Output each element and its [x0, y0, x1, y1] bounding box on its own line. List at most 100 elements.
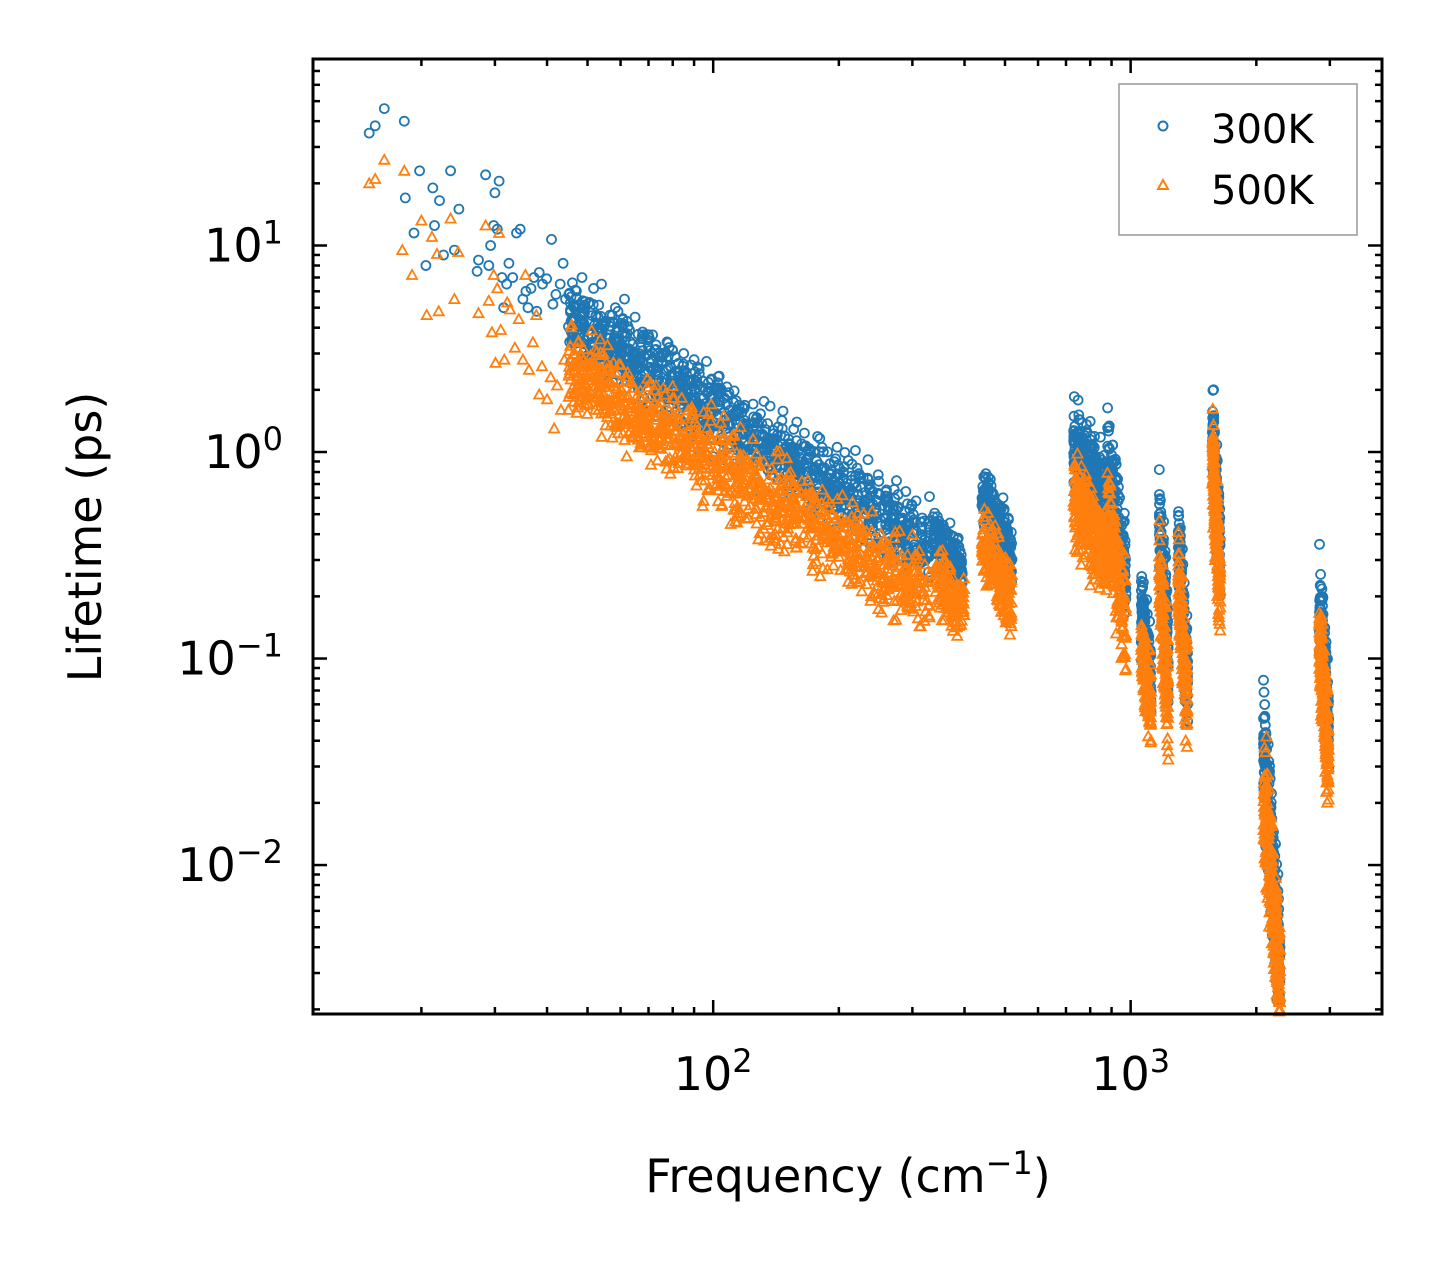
point-500K — [918, 580, 932, 592]
point-500K — [992, 597, 1006, 610]
point-500K — [585, 357, 599, 370]
point-500K — [750, 516, 764, 529]
point-300K — [924, 491, 935, 503]
point-300K — [908, 525, 920, 537]
point-300K — [678, 348, 690, 359]
point-300K — [880, 513, 892, 524]
point-500K — [805, 563, 820, 576]
point-500K — [1083, 578, 1097, 591]
point-300K — [799, 427, 810, 439]
point-300K — [891, 475, 902, 487]
point-500K — [646, 405, 660, 418]
point-300K — [1258, 674, 1269, 686]
point-500K — [891, 576, 905, 589]
point-500K — [516, 352, 530, 365]
point-300K — [892, 489, 904, 500]
point-300K — [1137, 609, 1149, 621]
point-300K — [648, 363, 660, 375]
point-300K — [713, 370, 725, 382]
point-300K — [522, 302, 534, 314]
point-300K — [803, 445, 815, 457]
point-300K — [453, 203, 465, 215]
point-500K — [485, 325, 499, 338]
point-500K — [886, 558, 900, 570]
point-300K — [692, 361, 703, 373]
point-300K — [1072, 394, 1084, 406]
point-500K — [588, 402, 602, 415]
point-500K — [563, 363, 577, 376]
point-500K — [631, 406, 645, 419]
point-500K — [946, 570, 960, 582]
point-500K — [786, 506, 801, 519]
point-500K — [532, 387, 546, 400]
point-500K — [667, 391, 681, 404]
point-500K — [796, 504, 811, 517]
point-500K — [900, 571, 914, 584]
point-500K — [574, 376, 588, 389]
point-500K — [733, 447, 747, 460]
point-300K — [1000, 523, 1011, 535]
point-300K — [880, 519, 892, 531]
point-300K — [485, 240, 497, 251]
point-500K — [609, 382, 623, 394]
point-500K — [807, 507, 821, 520]
point-500K — [730, 484, 744, 497]
point-500K — [578, 396, 592, 409]
point-300K — [576, 272, 588, 283]
point-300K — [834, 463, 846, 475]
point-500K — [1083, 518, 1097, 531]
point-500K — [1003, 627, 1017, 640]
point-500K — [835, 488, 849, 501]
point-500K — [979, 562, 993, 575]
point-500K — [744, 476, 759, 489]
point-500K — [1091, 528, 1105, 541]
point-300K — [1003, 514, 1014, 525]
point-500K — [565, 317, 579, 330]
point-300K — [617, 314, 629, 326]
point-500K — [660, 432, 674, 445]
point-500K — [701, 481, 716, 493]
point-500K — [874, 527, 888, 539]
point-300K — [632, 328, 644, 340]
point-500K — [780, 516, 794, 529]
point-300K — [571, 285, 582, 297]
point-300K — [733, 399, 745, 411]
point-500K — [563, 386, 577, 398]
point-300K — [634, 356, 646, 368]
point-500K — [814, 519, 828, 532]
point-500K — [697, 494, 711, 506]
point-500K — [988, 518, 1002, 531]
point-500K — [869, 563, 883, 576]
point-300K — [1071, 431, 1082, 443]
point-500K — [711, 483, 725, 496]
point-500K — [550, 378, 564, 391]
point-500K — [540, 392, 554, 405]
point-500K — [562, 366, 577, 379]
point-300K — [1102, 402, 1113, 414]
point-300K — [760, 424, 772, 435]
point-500K — [609, 366, 623, 379]
point-300K — [932, 520, 944, 532]
point-300K — [997, 492, 1009, 504]
point-500K — [620, 373, 634, 385]
point-500K — [875, 537, 889, 549]
point-500K — [777, 530, 791, 542]
point-300K — [842, 482, 854, 494]
point-500K — [1101, 532, 1115, 545]
point-500K — [951, 597, 965, 610]
point-500K — [997, 589, 1012, 602]
point-300K — [761, 444, 773, 456]
point-500K — [1070, 518, 1084, 531]
point-500K — [902, 586, 916, 599]
point-500K — [821, 499, 835, 512]
point-300K — [862, 472, 873, 484]
point-500K — [977, 510, 991, 522]
point-300K — [593, 299, 605, 311]
point-500K — [890, 593, 904, 605]
point-300K — [1002, 543, 1014, 555]
point-300K — [1103, 425, 1114, 437]
point-300K — [514, 223, 526, 235]
point-300K — [950, 543, 962, 554]
point-500K — [649, 436, 663, 448]
point-500K — [563, 339, 577, 351]
